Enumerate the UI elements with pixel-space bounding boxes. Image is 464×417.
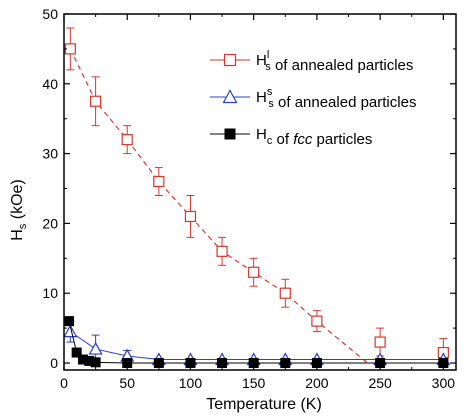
- series-fit-line: [69, 48, 368, 364]
- legend-label: Hc of fcc particles: [256, 126, 372, 148]
- x-tick-label: 250: [368, 375, 392, 391]
- data-point: [280, 358, 291, 369]
- y-tick-label: 40: [42, 76, 58, 92]
- legend-entry-0: Hl s of annealed particles: [210, 49, 413, 74]
- legend: Hl s of annealed particles Hs s of annealed…: [210, 49, 416, 148]
- data-point: [217, 358, 228, 369]
- y-tick-label: 10: [42, 285, 58, 301]
- plot-frame: [63, 13, 457, 371]
- data-point: [248, 266, 260, 278]
- y-axis-title-sub: s: [17, 223, 29, 229]
- data-point: [153, 175, 165, 188]
- y-axis-title-main: H: [9, 229, 26, 241]
- data-point: [63, 324, 78, 338]
- x-tick-label: 300: [432, 375, 456, 391]
- x-axis-title: Temperature (K): [206, 396, 322, 413]
- y-tick-label: 50: [42, 6, 58, 22]
- data-point: [153, 358, 164, 369]
- data-point: [90, 357, 101, 368]
- data-point: [71, 347, 82, 358]
- data-point: [279, 287, 291, 299]
- x-tick-label: 0: [60, 375, 68, 391]
- legend-label: Hl s of annealed particles: [256, 49, 413, 74]
- legend-entry-2: Hc of fcc particles: [210, 126, 372, 148]
- legend-label: Hs s of annealed particles: [256, 86, 416, 111]
- y-axis-title: Hs (kOe): [9, 179, 29, 241]
- x-tick-label: 50: [119, 375, 135, 391]
- x-tick-label: 150: [242, 375, 266, 391]
- legend-marker: [223, 53, 237, 67]
- series-2: [64, 316, 449, 369]
- y-tick-label: 0: [50, 355, 58, 371]
- data-point: [64, 316, 75, 327]
- data-point: [88, 341, 103, 355]
- plot-area: [63, 27, 451, 369]
- legend-marker: [222, 89, 238, 104]
- data-point: [121, 134, 133, 146]
- data-point: [216, 245, 228, 257]
- x-tick-label: 200: [305, 375, 329, 391]
- y-tick-label: 30: [42, 146, 58, 162]
- y-axis-title-unit: (kOe): [9, 179, 26, 223]
- data-point: [374, 336, 386, 348]
- data-point: [311, 315, 323, 327]
- data-point: [90, 95, 102, 107]
- data-point: [184, 210, 197, 223]
- legend-entry-1: Hs s of annealed particles: [210, 86, 416, 111]
- axes: 0 50 100 150 200 250 300 0 10 20 30 40 50: [42, 6, 457, 391]
- series-0: [64, 27, 449, 368]
- y-tick-label: 20: [42, 215, 58, 231]
- x-tick-label: 100: [179, 375, 203, 391]
- legend-marker: [224, 128, 236, 140]
